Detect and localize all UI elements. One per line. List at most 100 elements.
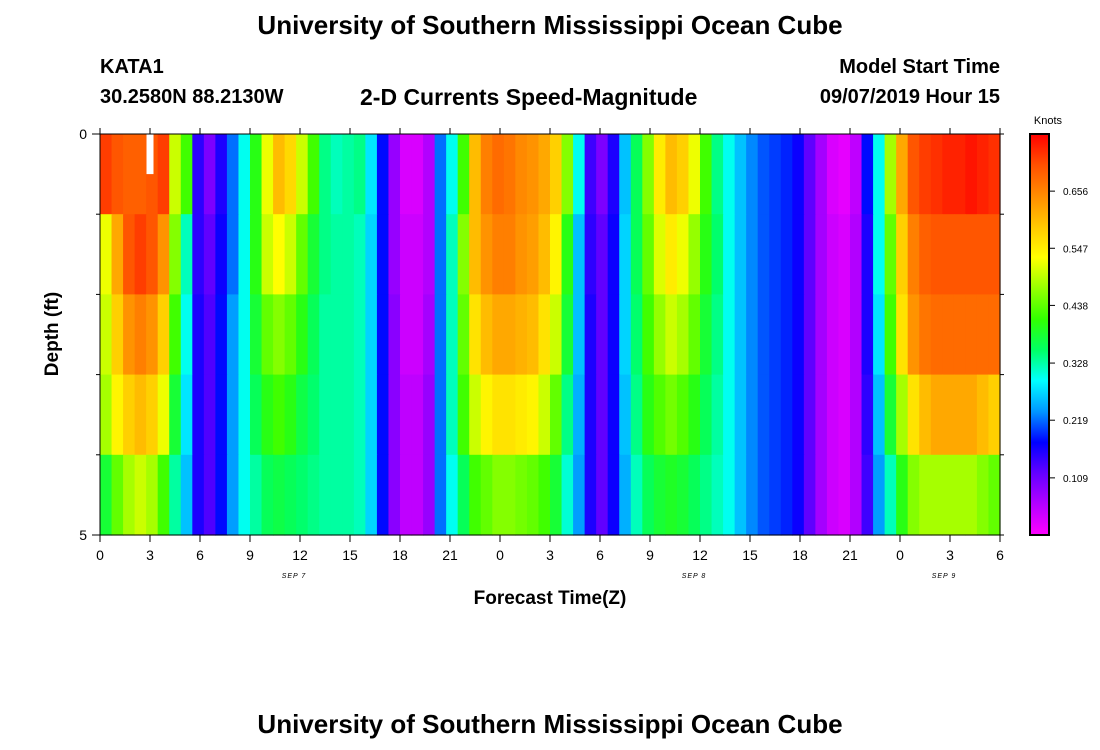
heatmap-cell	[180, 454, 193, 536]
heatmap-cell	[792, 374, 805, 456]
heatmap-cell	[203, 214, 216, 295]
heatmap-cell	[273, 134, 286, 215]
heatmap-cell	[676, 294, 690, 376]
heatmap-cell	[919, 214, 932, 295]
heatmap-cell	[261, 214, 274, 295]
heatmap-cell	[953, 454, 966, 536]
heatmap-cell	[480, 294, 493, 376]
heatmap-cell	[919, 294, 932, 376]
heatmap-cell	[573, 294, 586, 376]
heatmap-cell	[503, 134, 516, 215]
heatmap-cell	[457, 214, 470, 295]
station-coordinates: 30.2580N 88.2130W	[100, 86, 284, 108]
heatmap-cell	[330, 214, 343, 295]
colorbar-tick-label: 0.109	[1063, 474, 1088, 485]
heatmap-cell	[503, 374, 516, 456]
heatmap-cell	[711, 294, 724, 376]
heatmap-cell	[850, 134, 863, 215]
x-tick-label: 3	[946, 547, 954, 563]
heatmap-cell	[688, 454, 701, 536]
heatmap-cell	[111, 134, 124, 215]
heatmap-cell	[619, 374, 632, 456]
heatmap-cell	[100, 134, 113, 215]
heatmap-cell	[411, 454, 424, 536]
heatmap-cell	[907, 454, 920, 536]
heatmap-cell	[434, 374, 447, 456]
heatmap-cell	[942, 454, 955, 536]
heatmap-cell	[953, 134, 966, 215]
x-tick-label: 0	[496, 547, 504, 563]
heatmap-cell	[411, 214, 424, 295]
heatmap-cell	[723, 294, 736, 376]
heatmap-cell	[965, 294, 978, 376]
heatmap-cell	[826, 454, 840, 536]
heatmap-cell	[826, 134, 840, 215]
heatmap-cell	[376, 214, 390, 295]
x-tick-label: 6	[196, 547, 204, 563]
heatmap-cell	[307, 454, 320, 536]
heatmap-cell	[711, 374, 724, 456]
heatmap-cell	[803, 374, 816, 456]
heatmap-cell	[400, 374, 413, 456]
heatmap-cell	[965, 454, 978, 536]
colorbar-title: Knots	[1034, 115, 1063, 127]
station-id: KATA1	[100, 56, 164, 78]
heatmap-cell	[353, 374, 366, 456]
heatmap-cell	[930, 294, 943, 376]
heatmap-cell	[607, 214, 620, 295]
heatmap-cell	[653, 214, 666, 295]
heatmap-cell	[665, 214, 678, 295]
heatmap-cell	[492, 454, 505, 536]
heatmap-cell	[353, 134, 366, 215]
heatmap-cell	[746, 374, 759, 456]
heatmap-cell	[746, 134, 759, 215]
heatmap-cell	[734, 374, 747, 456]
x-tick-label: 9	[246, 547, 254, 563]
heatmap-cell	[307, 294, 320, 376]
heatmap-cell	[884, 134, 897, 215]
heatmap-cell	[273, 294, 286, 376]
heatmap-cell	[238, 454, 251, 536]
heatmap-cell	[296, 134, 309, 215]
heatmap-cell	[561, 374, 574, 456]
heatmap-cell	[550, 134, 563, 215]
heatmap-cell	[146, 454, 159, 536]
x-axis: 0 3 6 9 12 15 18 21 0 3 6 9 12 15 18 21 0 3 6 SEP 7 SEP 8 SEP…	[96, 128, 1004, 580]
heatmap-cell	[538, 294, 551, 376]
heatmap-cell	[700, 134, 713, 215]
heatmap-cell	[953, 294, 966, 376]
heatmap-cell	[919, 374, 932, 456]
heatmap-cell	[700, 374, 713, 456]
heatmap-cell	[711, 214, 724, 295]
heatmap-cell	[630, 214, 643, 295]
heatmap-cell	[792, 134, 805, 215]
heatmap-cell	[250, 134, 263, 215]
heatmap-cell	[515, 454, 528, 536]
heatmap-cell	[757, 294, 770, 376]
heatmap-cell	[596, 454, 609, 536]
heatmap-cell	[192, 374, 205, 456]
heatmap-cell	[353, 214, 366, 295]
heatmap-cell	[930, 454, 943, 536]
heatmap-cell	[273, 374, 286, 456]
heatmap-cell	[226, 134, 240, 215]
heatmap-cell	[607, 374, 620, 456]
heatmap-cell	[284, 374, 297, 456]
heatmap-cell	[873, 454, 886, 536]
heatmap-cell	[215, 134, 228, 215]
heatmap-cell	[861, 294, 874, 376]
heatmap-cell	[503, 454, 516, 536]
heatmap-cell	[907, 134, 920, 215]
heatmap-cell	[988, 374, 1001, 456]
colorbar-tick-label: 0.219	[1063, 416, 1088, 427]
heatmap-cell	[757, 374, 770, 456]
heatmap-cell	[573, 134, 586, 215]
heatmap-cell	[942, 294, 955, 376]
colorbar: Knots 0.109 0.219 0.328 0.438 0.547 0.656	[1029, 115, 1088, 536]
heatmap-cell	[261, 374, 274, 456]
heatmap-cell	[803, 214, 816, 295]
heatmap-cell	[330, 454, 343, 536]
heatmap-cell	[226, 374, 240, 456]
heatmap-cell	[619, 134, 632, 215]
heatmap-cell	[676, 454, 690, 536]
